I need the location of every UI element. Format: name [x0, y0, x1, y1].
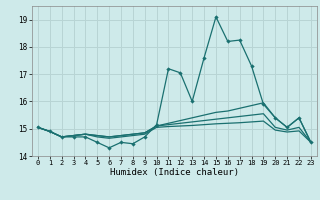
X-axis label: Humidex (Indice chaleur): Humidex (Indice chaleur) — [110, 168, 239, 177]
